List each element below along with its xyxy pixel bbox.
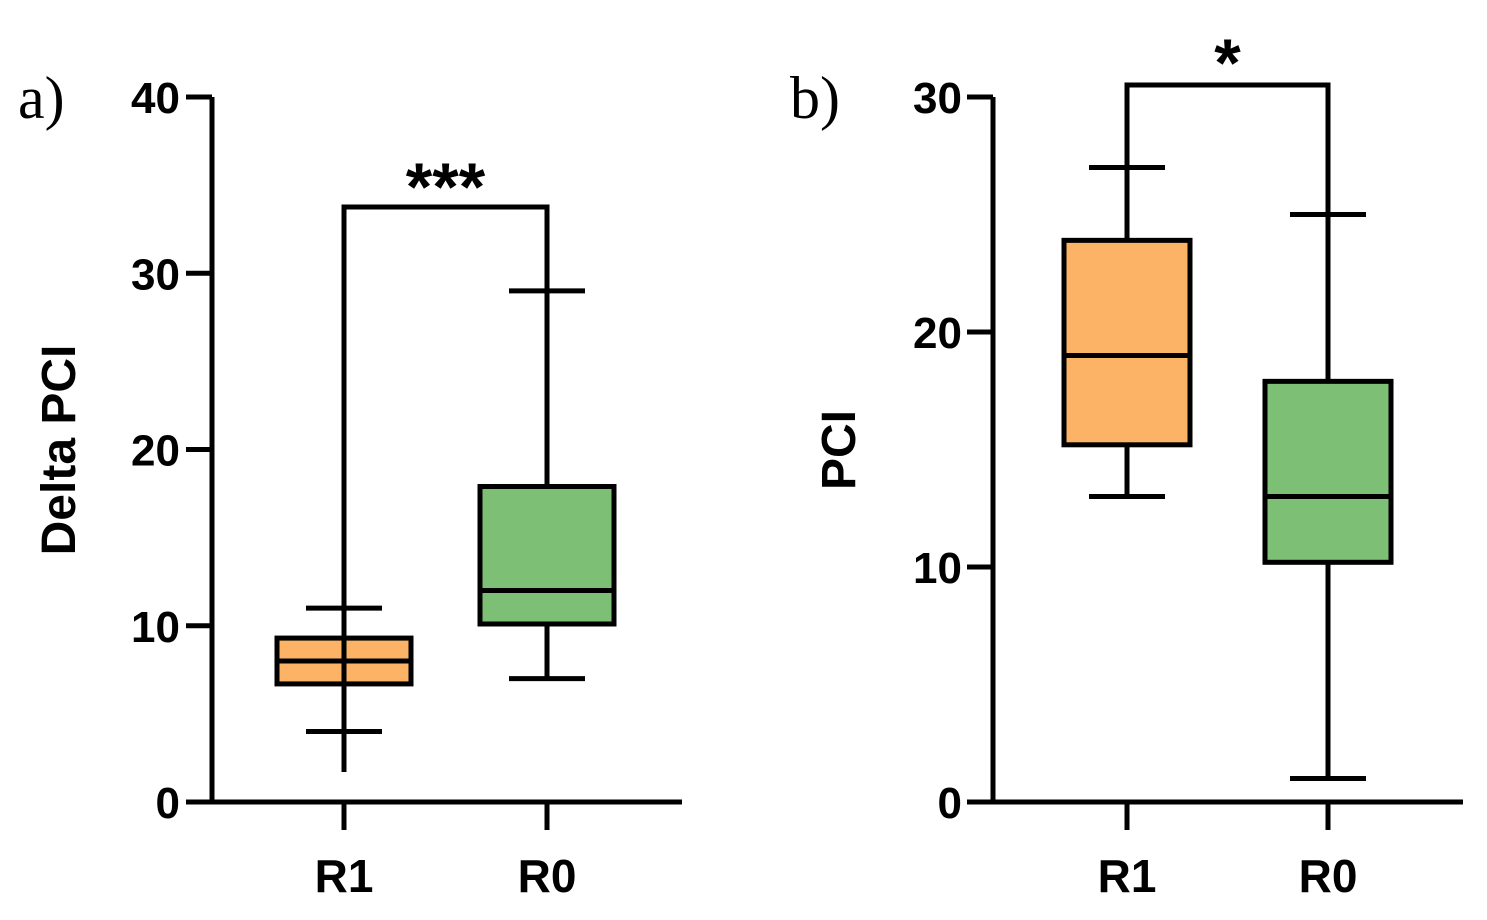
y-tick-label: 30 [131, 250, 180, 299]
y-tick-label: 30 [913, 74, 962, 123]
panel-a: a) Delta PCI 0 10 20 30 40 R1 R0 *** [18, 65, 682, 902]
panel-label: a) [18, 65, 65, 131]
box-r1 [1061, 237, 1193, 448]
significance-bracket [341, 204, 550, 772]
x-tick-label: R1 [315, 850, 374, 902]
x-tick-label: R0 [1299, 850, 1358, 902]
panel-label: b) [790, 65, 840, 131]
y-tick-label: 10 [913, 544, 962, 593]
box-r0 [477, 484, 617, 627]
y-tick-label: 0 [938, 779, 962, 828]
y-tick-label: 0 [156, 779, 180, 828]
significance-label: *** [406, 149, 486, 225]
panel-b: b) PCI 0 10 20 30 R1 R0 * [790, 25, 1463, 902]
significance-label: * [1214, 25, 1241, 101]
x-tick-label: R1 [1098, 850, 1157, 902]
box-r0 [1262, 378, 1394, 565]
y-tick-label: 20 [131, 427, 180, 476]
y-axis-title: PCI [813, 410, 866, 490]
y-tick-label: 10 [131, 603, 180, 652]
y-axis-title: Delta PCI [33, 345, 86, 556]
y-tick-label: 20 [913, 309, 962, 358]
significance-bracket [1124, 82, 1331, 262]
y-tick-label: 40 [131, 74, 180, 123]
x-tick-label: R0 [518, 850, 577, 902]
